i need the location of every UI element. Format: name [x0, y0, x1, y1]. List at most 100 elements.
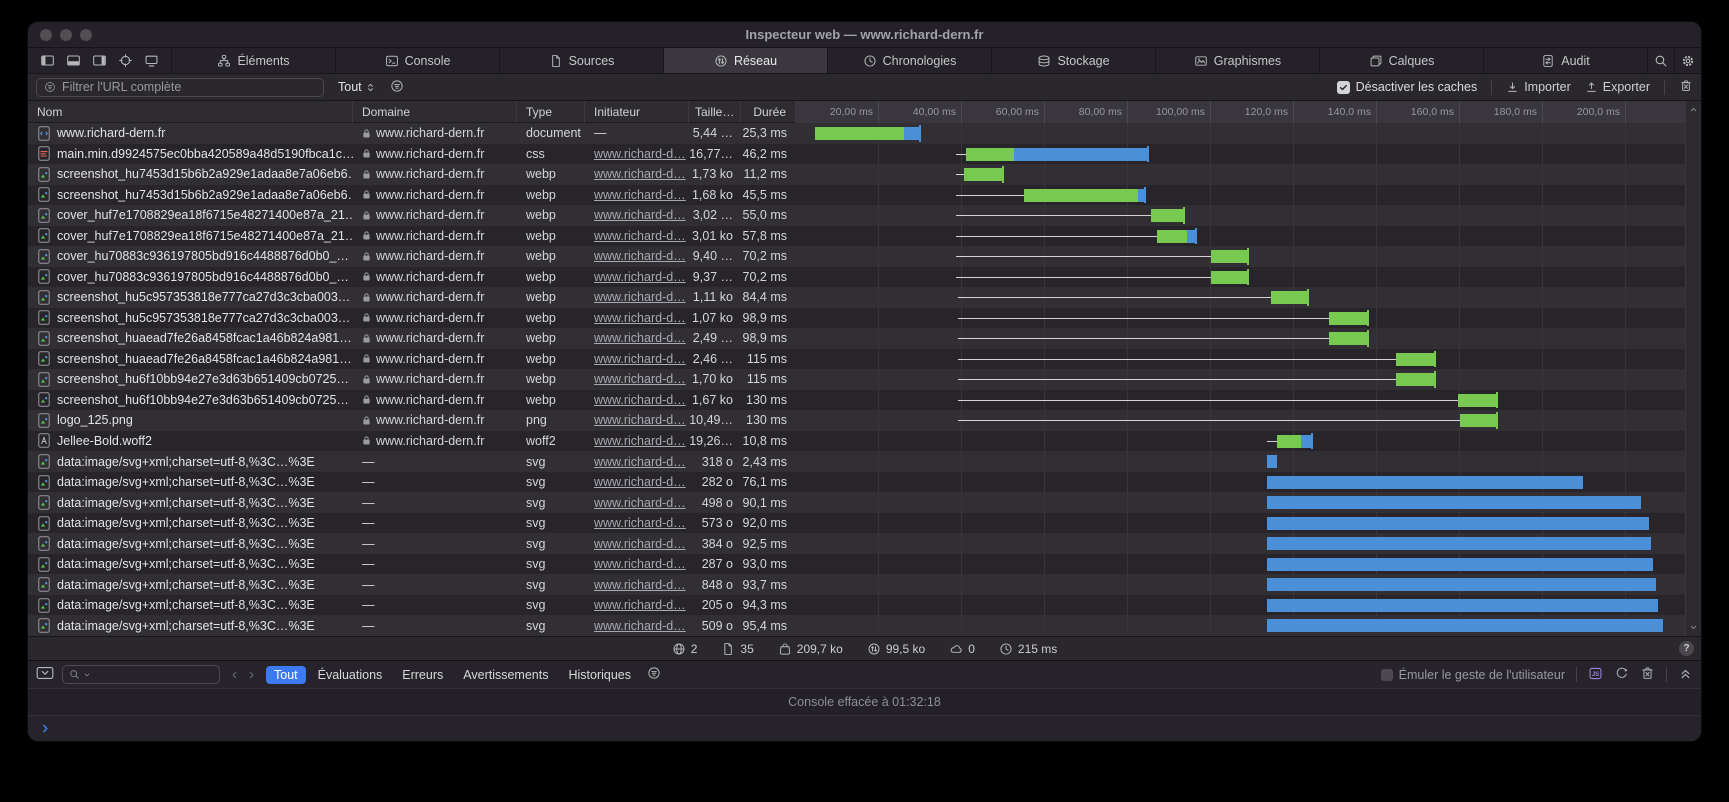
console-scope-tout[interactable]: Tout	[266, 665, 306, 684]
import-button[interactable]: Importer	[1506, 80, 1571, 94]
minimize-button[interactable]	[60, 28, 72, 41]
table-row[interactable]: data:image/svg+xml;charset=utf-8,%3C…%3E…	[28, 471, 1701, 493]
table-row[interactable]: screenshot_huaead7fe26a8458fcac1a46b824a…	[28, 328, 1701, 349]
vertical-scrollbar[interactable]	[1685, 101, 1701, 636]
tab-graphismes[interactable]: Graphismes	[1155, 48, 1319, 73]
export-button[interactable]: Exporter	[1585, 80, 1650, 94]
table-row[interactable]: data:image/svg+xml;charset=utf-8,%3C…%3E…	[28, 451, 1701, 472]
tab-chronologies[interactable]: Chronologies	[827, 48, 991, 73]
console-search-input[interactable]	[62, 665, 220, 684]
tab-calques[interactable]: Calques	[1319, 48, 1483, 73]
table-row[interactable]: cover_hu70883c936197805bd916c4488876d0b0…	[28, 246, 1701, 267]
initiator-link[interactable]: www.richard-d…	[594, 351, 686, 366]
initiator-link[interactable]: www.richard-d…	[594, 454, 686, 469]
inspect-element-icon[interactable]	[117, 53, 134, 68]
tab-console[interactable]: Console	[335, 48, 499, 73]
close-button[interactable]	[40, 28, 52, 41]
table-row[interactable]: cover_huf7e1708829ea18f6715e48271400e87a…	[28, 225, 1701, 247]
initiator-link[interactable]: www.richard-d…	[594, 536, 686, 551]
initiator-link[interactable]: www.richard-d…	[594, 290, 686, 305]
column-header-name[interactable]: Nom	[28, 101, 353, 123]
clear-network-button[interactable]	[1679, 79, 1693, 96]
table-row[interactable]: screenshot_hu7453d15b6b2a929e1adaa8e7a06…	[28, 164, 1701, 185]
console-scope-avertissements[interactable]: Avertissements	[463, 667, 549, 682]
initiator-link[interactable]: www.richard-d…	[594, 372, 686, 387]
table-row[interactable]: screenshot_hu5c957353818e777ca27d3c3cba0…	[28, 287, 1701, 308]
initiator-link[interactable]: www.richard-d…	[594, 269, 686, 284]
initiator-link[interactable]: www.richard-d…	[594, 392, 686, 407]
help-button[interactable]: ?	[1679, 641, 1694, 656]
table-row[interactable]: data:image/svg+xml;charset=utf-8,%3C…%3E…	[28, 574, 1701, 595]
table-row[interactable]: data:image/svg+xml;charset=utf-8,%3C…%3E…	[28, 615, 1701, 636]
table-row[interactable]: screenshot_hu6f10bb94e27e3d63b651409cb07…	[28, 369, 1701, 390]
url-filter-input[interactable]: Filtrer l'URL complète	[36, 77, 324, 97]
table-row[interactable]: data:image/svg+xml;charset=utf-8,%3C…%3E…	[28, 553, 1701, 575]
console-scope-erreurs[interactable]: Erreurs	[402, 667, 444, 682]
column-header-initiator[interactable]: Initiateur	[585, 101, 689, 123]
initiator-link[interactable]: www.richard-d…	[594, 495, 686, 510]
next-result-button[interactable]: ›	[249, 666, 254, 683]
console-filter-button[interactable]	[647, 666, 661, 683]
initiator-link[interactable]: www.richard-d…	[594, 146, 686, 161]
table-row[interactable]: main.min.d9924575ec0bba420589a48d5190fbc…	[28, 143, 1701, 165]
initiator-link[interactable]: www.richard-d…	[594, 208, 686, 223]
zoom-button[interactable]	[80, 28, 92, 41]
table-row[interactable]: data:image/svg+xml;charset=utf-8,%3C…%3E…	[28, 533, 1701, 554]
initiator-link[interactable]: www.richard-d…	[594, 433, 686, 448]
table-row[interactable]: screenshot_huaead7fe26a8458fcac1a46b824a…	[28, 348, 1701, 370]
emulate-gesture-checkbox[interactable]: Émuler le geste de l'utilisateur	[1380, 668, 1565, 682]
resource-type-dropdown[interactable]: Tout	[338, 80, 376, 94]
initiator-link[interactable]: www.richard-d…	[594, 331, 686, 346]
column-header-size[interactable]: Taille…	[689, 101, 741, 123]
table-row[interactable]: screenshot_hu5c957353818e777ca27d3c3cba0…	[28, 307, 1701, 329]
column-header-domain[interactable]: Domaine	[353, 101, 517, 123]
console-scope-historiques[interactable]: Historiques	[568, 667, 631, 682]
previous-result-button[interactable]: ‹	[232, 666, 237, 683]
javascript-context-button[interactable]	[1588, 666, 1603, 684]
table-row[interactable]: data:image/svg+xml;charset=utf-8,%3C…%3E…	[28, 594, 1701, 616]
table-row[interactable]: logo_125.png www.richard-dern.fr png www…	[28, 410, 1701, 431]
initiator-link[interactable]: www.richard-d…	[594, 475, 686, 490]
table-row[interactable]: screenshot_hu6f10bb94e27e3d63b651409cb07…	[28, 389, 1701, 411]
tab-audit[interactable]: Audit	[1483, 48, 1647, 73]
clear-console-button[interactable]	[1640, 666, 1655, 684]
device-icon[interactable]	[143, 53, 160, 68]
reload-button[interactable]	[1614, 666, 1629, 684]
initiator-link[interactable]: www.richard-d…	[594, 413, 686, 428]
initiator-link[interactable]: www.richard-d…	[594, 557, 686, 572]
initiator-link[interactable]: www.richard-d…	[594, 618, 686, 633]
table-row[interactable]: data:image/svg+xml;charset=utf-8,%3C…%3E…	[28, 512, 1701, 534]
initiator-link[interactable]: www.richard-d…	[594, 228, 686, 243]
dock-bottom-icon[interactable]	[65, 53, 82, 68]
tab-éléments[interactable]: Éléments	[171, 48, 335, 73]
initiator-link[interactable]: www.richard-d…	[594, 598, 686, 613]
search-button[interactable]	[1647, 48, 1674, 73]
initiator-link[interactable]: www.richard-d…	[594, 577, 686, 592]
filter-options-button[interactable]	[390, 79, 404, 96]
table-row[interactable]: Jellee-Bold.woff2 www.richard-dern.fr wo…	[28, 430, 1701, 452]
tab-réseau[interactable]: Réseau	[663, 48, 827, 73]
disable-caches-checkbox[interactable]: Désactiver les caches	[1336, 80, 1477, 94]
initiator-link[interactable]: www.richard-d…	[594, 516, 686, 531]
table-row[interactable]: www.richard-dern.fr www.richard-dern.fr …	[28, 123, 1701, 144]
column-header-duration[interactable]: Durée	[741, 101, 796, 123]
dock-left-icon[interactable]	[39, 53, 56, 68]
console-drawer-button[interactable]	[36, 666, 54, 683]
column-header-type[interactable]: Type	[517, 101, 585, 123]
tab-sources[interactable]: Sources	[499, 48, 663, 73]
table-row[interactable]: screenshot_hu7453d15b6b2a929e1adaa8e7a06…	[28, 184, 1701, 206]
initiator-link[interactable]: www.richard-d…	[594, 249, 686, 264]
scroll-up-icon[interactable]	[1689, 105, 1698, 114]
initiator-link[interactable]: www.richard-d…	[594, 310, 686, 325]
dock-right-icon[interactable]	[91, 53, 108, 68]
table-row[interactable]: cover_hu70883c936197805bd916c4488876d0b0…	[28, 266, 1701, 288]
table-row[interactable]: cover_huf7e1708829ea18f6715e48271400e87a…	[28, 205, 1701, 226]
table-row[interactable]: data:image/svg+xml;charset=utf-8,%3C…%3E…	[28, 492, 1701, 513]
collapse-console-button[interactable]	[1678, 666, 1693, 684]
console-prompt[interactable]	[28, 716, 1701, 741]
initiator-link[interactable]: www.richard-d…	[594, 167, 686, 182]
settings-button[interactable]	[1674, 48, 1701, 73]
tab-stockage[interactable]: Stockage	[991, 48, 1155, 73]
console-scope-évaluations[interactable]: Évaluations	[317, 667, 383, 682]
initiator-link[interactable]: www.richard-d…	[594, 187, 686, 202]
